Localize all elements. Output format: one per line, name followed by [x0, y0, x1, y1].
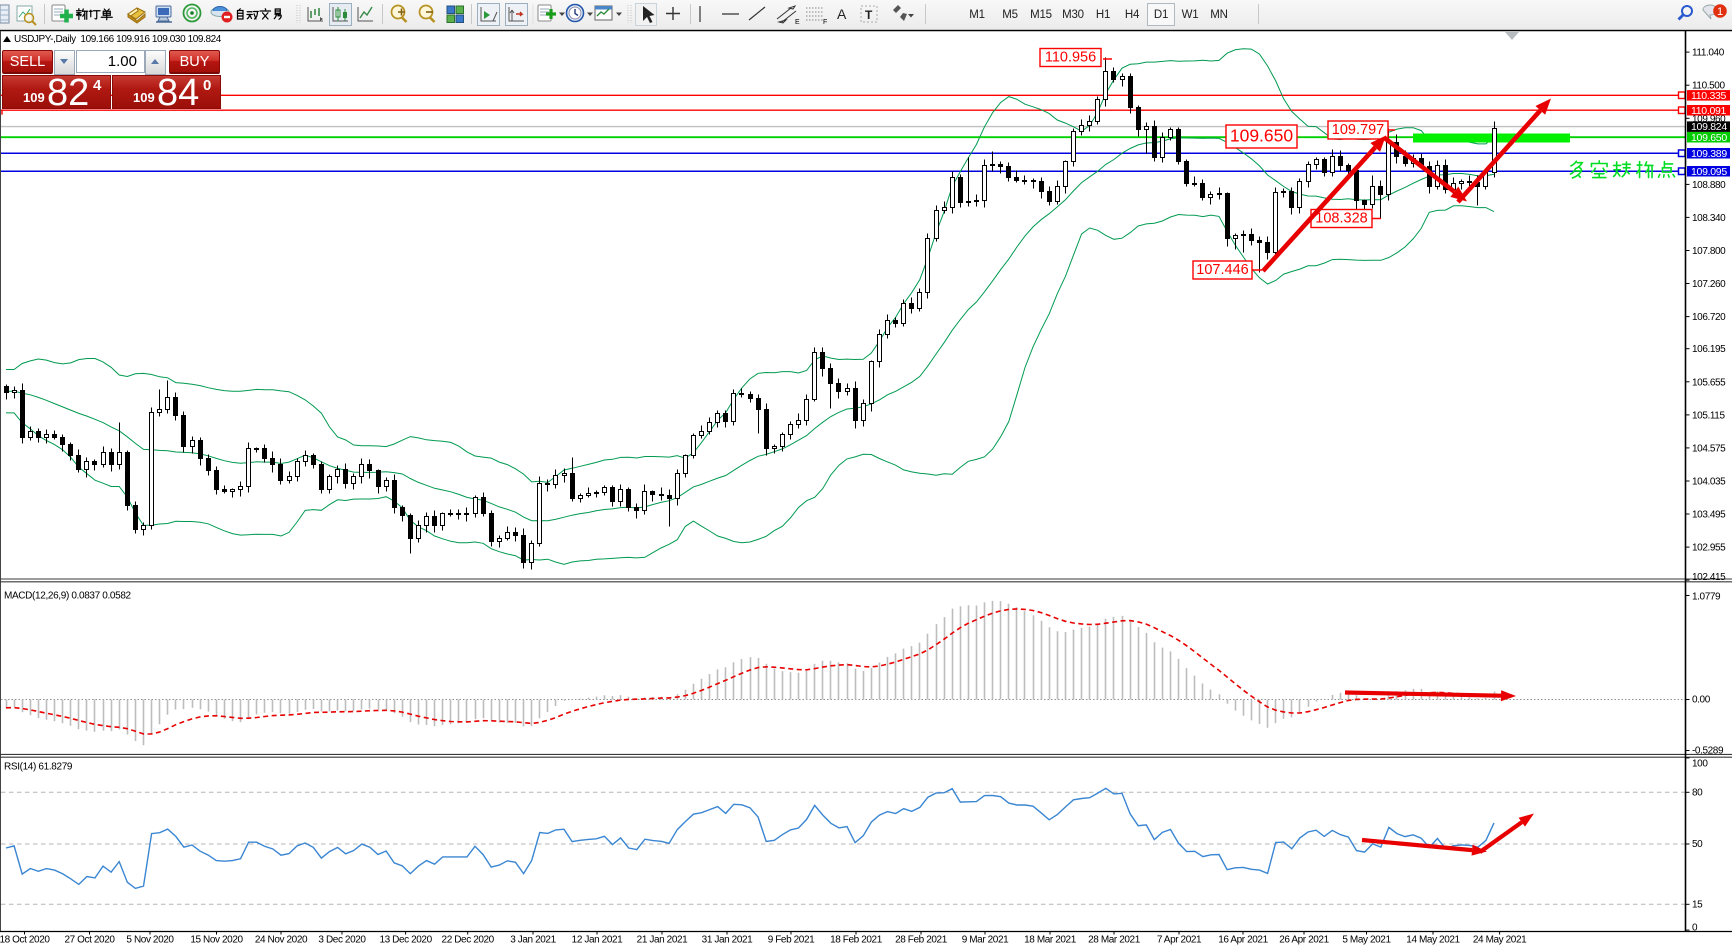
svg-text:9 Feb 2021: 9 Feb 2021 [768, 935, 815, 945]
svg-text:27 Oct 2020: 27 Oct 2020 [64, 935, 115, 945]
svg-text:A: A [837, 6, 847, 22]
svg-text:5 Nov 2020: 5 Nov 2020 [126, 935, 174, 945]
svg-text:109.960: 109.960 [1692, 114, 1726, 125]
svg-text:0.00: 0.00 [1692, 695, 1711, 706]
svg-text:109.389: 109.389 [1691, 148, 1727, 160]
svg-text:M1: M1 [969, 9, 985, 21]
svg-text:26 Apr 2021: 26 Apr 2021 [1279, 935, 1329, 945]
svg-text:107.800: 107.800 [1692, 246, 1726, 257]
svg-text:31 Jan 2021: 31 Jan 2021 [702, 935, 753, 945]
svg-text:22 Dec 2020: 22 Dec 2020 [442, 935, 495, 945]
svg-text:24 Nov 2020: 24 Nov 2020 [255, 935, 308, 945]
svg-text:106.195: 106.195 [1692, 344, 1726, 355]
svg-text:MACD(12,26,9) 0.0837 0.0582: MACD(12,26,9) 0.0837 0.0582 [4, 591, 132, 602]
svg-text:108.880: 108.880 [1692, 180, 1726, 191]
svg-text:18 Mar 2021: 18 Mar 2021 [1024, 935, 1077, 945]
svg-text:D1: D1 [1154, 9, 1168, 21]
svg-text:104.035: 104.035 [1692, 477, 1726, 488]
svg-text:M30: M30 [1062, 9, 1084, 21]
svg-text:107.446: 107.446 [1196, 262, 1248, 278]
svg-text:E: E [795, 19, 800, 26]
svg-text:1: 1 [1717, 6, 1723, 18]
svg-text:28 Feb 2021: 28 Feb 2021 [895, 935, 948, 945]
svg-text:5 May 2021: 5 May 2021 [1342, 935, 1391, 945]
svg-text:-0.5289: -0.5289 [1692, 746, 1724, 757]
svg-text:12 Jan 2021: 12 Jan 2021 [572, 935, 623, 945]
svg-text:M5: M5 [1002, 9, 1018, 21]
svg-text:107.260: 107.260 [1692, 279, 1726, 290]
svg-text:109.797: 109.797 [1332, 122, 1384, 138]
svg-text:105.655: 105.655 [1692, 377, 1726, 388]
svg-text:106.720: 106.720 [1692, 312, 1726, 323]
svg-text:104.575: 104.575 [1692, 443, 1726, 454]
svg-text:103.495: 103.495 [1692, 510, 1726, 521]
svg-text:102.955: 102.955 [1692, 543, 1726, 554]
svg-text:15: 15 [1692, 900, 1703, 911]
svg-text:24 May 2021: 24 May 2021 [1473, 935, 1527, 945]
svg-text:13 Dec 2020: 13 Dec 2020 [379, 935, 432, 945]
svg-text:102.415: 102.415 [1692, 572, 1726, 583]
svg-text:3 Jan 2021: 3 Jan 2021 [510, 935, 556, 945]
svg-text:110.500: 110.500 [1692, 81, 1725, 92]
svg-text:H1: H1 [1096, 9, 1110, 21]
svg-text:28 Mar 2021: 28 Mar 2021 [1088, 935, 1141, 945]
svg-text:14 May 2021: 14 May 2021 [1406, 935, 1460, 945]
svg-text:110.335: 110.335 [1691, 90, 1727, 102]
svg-text:80: 80 [1692, 788, 1703, 799]
svg-text:109.095: 109.095 [1691, 166, 1727, 178]
svg-text:50: 50 [1692, 839, 1703, 850]
svg-text:F: F [823, 19, 827, 26]
svg-text:18 Feb 2021: 18 Feb 2021 [830, 935, 883, 945]
svg-text:W1: W1 [1182, 9, 1199, 21]
svg-text:RSI(14) 61.8279: RSI(14) 61.8279 [4, 762, 73, 773]
svg-text:0: 0 [1692, 923, 1698, 934]
svg-text:108.328: 108.328 [1315, 210, 1367, 226]
svg-text:109.650: 109.650 [1230, 126, 1294, 146]
svg-text:100: 100 [1692, 759, 1708, 770]
svg-text:15 Nov 2020: 15 Nov 2020 [190, 935, 243, 945]
svg-text:111.040: 111.040 [1692, 48, 1725, 59]
svg-text:21 Jan 2021: 21 Jan 2021 [637, 935, 688, 945]
svg-text:110.956: 110.956 [1045, 49, 1096, 65]
svg-text:H4: H4 [1125, 9, 1140, 21]
svg-text:109.824: 109.824 [1691, 121, 1727, 133]
svg-text:7 Apr 2021: 7 Apr 2021 [1157, 935, 1202, 945]
svg-text:18 Oct 2020: 18 Oct 2020 [0, 935, 50, 945]
svg-text:M15: M15 [1030, 9, 1052, 21]
svg-text:3 Dec 2020: 3 Dec 2020 [318, 935, 366, 945]
svg-text:109.650: 109.650 [1691, 132, 1727, 144]
svg-text:MN: MN [1210, 9, 1228, 21]
svg-text:9 Mar 2021: 9 Mar 2021 [962, 935, 1009, 945]
svg-text:1.0779: 1.0779 [1692, 592, 1721, 603]
svg-text:16 Apr 2021: 16 Apr 2021 [1218, 935, 1268, 945]
svg-text:110.091: 110.091 [1691, 105, 1727, 117]
svg-text:108.340: 108.340 [1692, 213, 1726, 224]
svg-text:T: T [865, 8, 873, 22]
svg-text:105.115: 105.115 [1692, 410, 1725, 421]
